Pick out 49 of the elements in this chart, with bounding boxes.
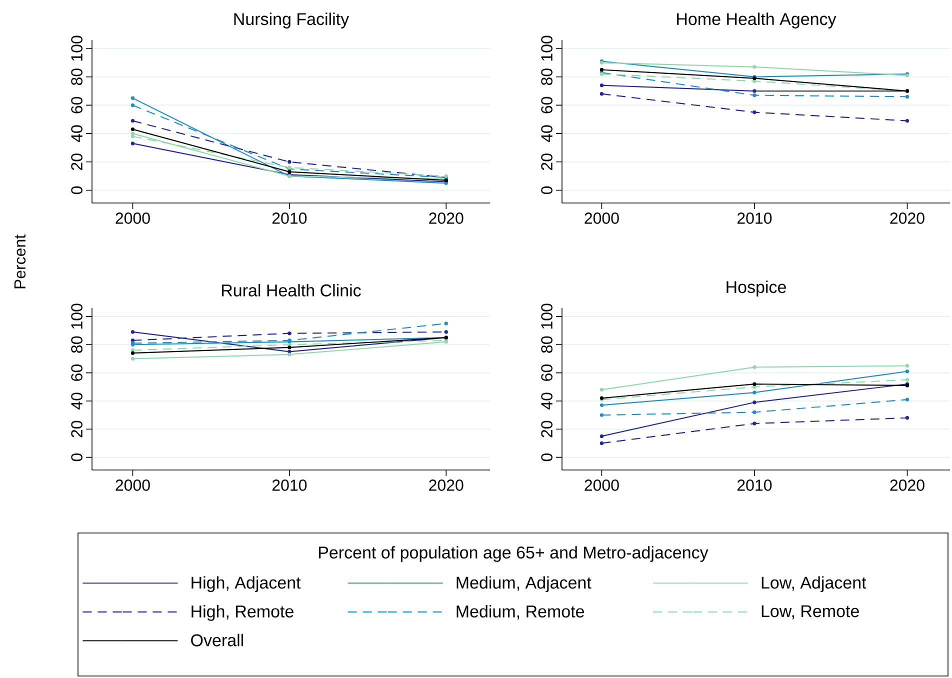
y-tick-label: 0 [541, 186, 552, 194]
x-tick-label: 2020 [429, 212, 464, 224]
y-tick-label: 0 [71, 454, 82, 462]
y-tick-label: 80 [71, 68, 82, 86]
y-tick-label: 0 [71, 186, 82, 194]
x-tick-label: 2010 [272, 212, 307, 224]
y-tick-label: 100 [541, 36, 552, 61]
chart-title: Nursing Facility [234, 12, 350, 28]
x-tick-label: 2020 [890, 480, 924, 491]
y-tick-label: 0 [541, 454, 552, 462]
x-tick-label: 2000 [584, 480, 619, 491]
legend-label: Overall [191, 634, 243, 646]
y-tick-label: 100 [541, 304, 552, 329]
y-tick-label: 60 [541, 96, 552, 114]
x-tick-label: 2000 [116, 212, 150, 224]
x-tick-label: 2020 [890, 212, 924, 224]
legend-label: Low, Adjacent [762, 576, 866, 592]
y-tick-label: 60 [541, 364, 552, 381]
y-tick-label: 20 [71, 154, 82, 170]
x-tick-label: 2000 [584, 212, 619, 224]
y-tick-label: 100 [71, 304, 82, 329]
legend-label: Medium, Adjacent [456, 576, 592, 592]
y-tick-label: 20 [541, 154, 552, 170]
y-axis-title: Percent [14, 234, 26, 288]
x-tick-label: 2000 [116, 480, 150, 491]
x-tick-label: 2010 [737, 480, 772, 491]
legend-label: Medium, Remote [456, 605, 584, 620]
x-tick-label: 2010 [272, 480, 307, 491]
y-tick-label: 100 [71, 36, 82, 61]
legend-title: Percent of population age 65+ and Metro-adjacency [319, 546, 708, 562]
y-tick-label: 80 [541, 68, 552, 86]
y-tick-label: 20 [71, 420, 82, 438]
y-tick-label: 20 [541, 420, 552, 438]
x-tick-label: 2020 [429, 480, 464, 491]
legend-label: High, Remote [192, 605, 294, 621]
y-tick-label: 60 [71, 96, 82, 114]
y-tick-label: 80 [541, 336, 552, 353]
y-tick-label: 40 [71, 125, 82, 142]
y-tick-label: 40 [541, 125, 552, 142]
chart-title: Home Health Agency [677, 12, 836, 28]
y-tick-label: 80 [71, 336, 82, 353]
legend-label: High, Adjacent [192, 576, 301, 592]
y-tick-label: 40 [71, 392, 82, 410]
chart-title: Hospice [726, 280, 786, 296]
y-tick-label: 40 [541, 392, 552, 410]
legend-label: Low, Remote [762, 605, 859, 620]
chart-title: Rural Health Clinic [222, 284, 361, 296]
x-tick-label: 2010 [737, 212, 772, 224]
y-tick-label: 60 [71, 364, 82, 381]
